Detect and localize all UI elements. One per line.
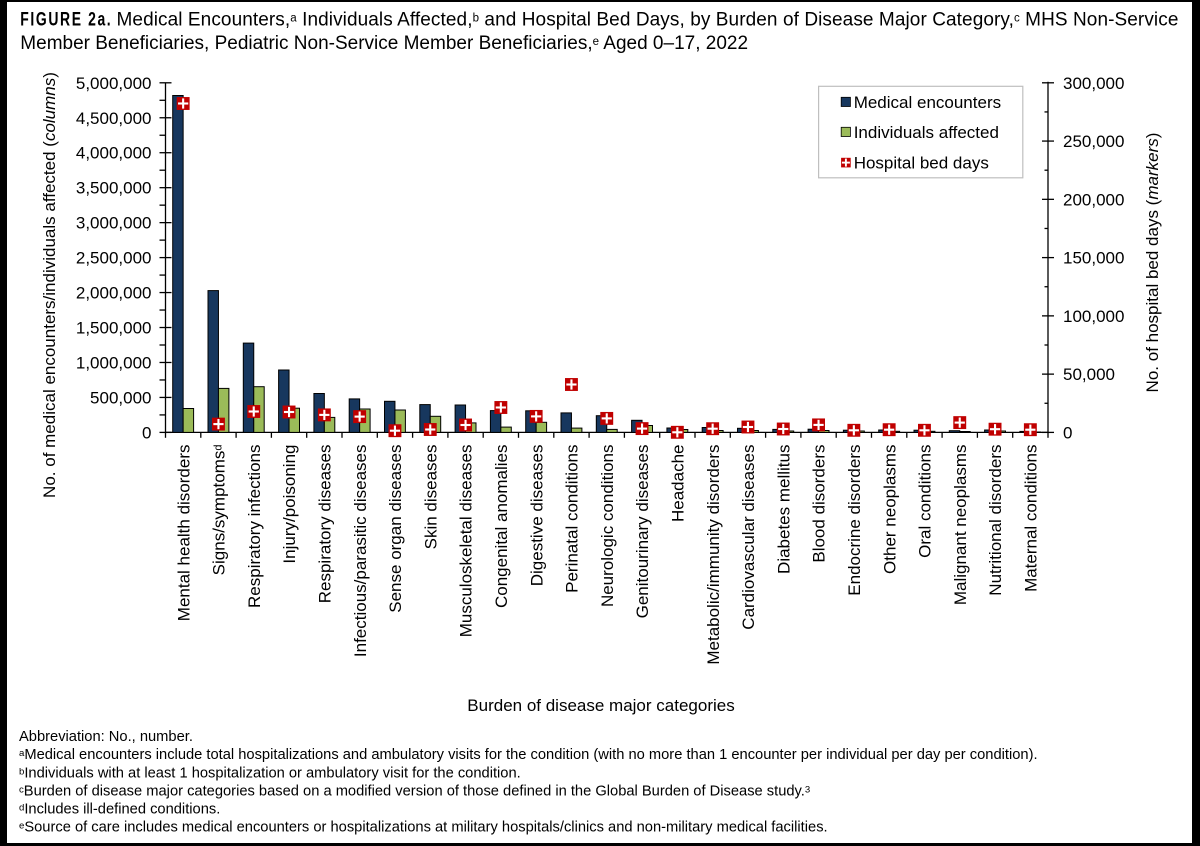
svg-text:Headache: Headache (668, 445, 687, 523)
svg-text:Medical Encounters,a Individua: Medical Encounters,a Individuals Affecte… (117, 9, 1179, 30)
svg-text:aMedical encounters include to: aMedical encounters include total hospit… (19, 747, 1038, 763)
svg-text:No. of medical encounters/indi: No. of medical encounters/individuals af… (40, 72, 59, 498)
svg-text:Maternal conditions: Maternal conditions (1021, 445, 1040, 592)
svg-text:1,500,000: 1,500,000 (76, 319, 152, 338)
svg-text:2,000,000: 2,000,000 (76, 284, 152, 303)
svg-text:Injury/poisoning: Injury/poisoning (280, 445, 299, 564)
svg-text:Mental health disorders: Mental health disorders (174, 445, 193, 622)
svg-text:Musculoskeletal diseases: Musculoskeletal diseases (457, 445, 476, 638)
svg-text:Other neoplasms: Other neoplasms (880, 445, 899, 574)
svg-text:300,000: 300,000 (1063, 74, 1124, 93)
svg-text:Nutritional disorders: Nutritional disorders (986, 445, 1005, 596)
svg-text:Perinatal conditions: Perinatal conditions (563, 445, 582, 593)
svg-text:Neurologic conditions: Neurologic conditions (598, 445, 617, 608)
svg-text:Endocrine disorders: Endocrine disorders (845, 445, 864, 596)
svg-text:Sense organ diseases: Sense organ diseases (386, 445, 405, 613)
svg-text:Genitourinary diseases: Genitourinary diseases (633, 445, 652, 619)
svg-text:Respiratory diseases: Respiratory diseases (315, 445, 334, 604)
svg-text:Malignant neoplasms: Malignant neoplasms (951, 445, 970, 606)
svg-text:3,500,000: 3,500,000 (76, 179, 152, 198)
svg-text:Skin diseases: Skin diseases (421, 444, 440, 549)
svg-text:Respiratory infections: Respiratory infections (245, 445, 264, 608)
svg-text:Digestive diseases: Digestive diseases (527, 445, 546, 587)
svg-text:Cardiovascular diseases: Cardiovascular diseases (739, 445, 758, 630)
svg-text:0: 0 (1063, 423, 1072, 442)
svg-text:Oral conditions: Oral conditions (916, 445, 935, 558)
svg-text:Congenital anomalies: Congenital anomalies (492, 445, 511, 609)
svg-text:0: 0 (142, 423, 151, 442)
svg-text:150,000: 150,000 (1063, 249, 1124, 268)
svg-text:FIGURE 2a.: FIGURE 2a. (20, 9, 112, 30)
svg-text:200,000: 200,000 (1063, 190, 1124, 209)
svg-text:Signs/symptomsd: Signs/symptomsd (210, 445, 229, 576)
svg-text:eSource of care includes medic: eSource of care includes medical encount… (19, 820, 828, 836)
svg-text:Individuals affected: Individuals affected (854, 123, 999, 142)
svg-text:Medical encounters: Medical encounters (854, 93, 1001, 112)
svg-text:Hospital bed days: Hospital bed days (854, 154, 989, 173)
svg-text:250,000: 250,000 (1063, 132, 1124, 151)
svg-text:4,000,000: 4,000,000 (76, 144, 152, 163)
svg-text:Metabolic/immunity disorders: Metabolic/immunity disorders (704, 445, 723, 665)
svg-text:Diabetes mellitus: Diabetes mellitus (774, 445, 793, 574)
svg-text:Member Beneficiaries, Pediatri: Member Beneficiaries, Pediatric Non-Serv… (20, 33, 748, 54)
svg-text:No. of hospital bed days (mark: No. of hospital bed days (markers) (1143, 133, 1162, 393)
svg-text:Burden of disease major catego: Burden of disease major categories (467, 696, 734, 715)
svg-text:4,500,000: 4,500,000 (76, 109, 152, 128)
svg-text:dIncludes ill-defined conditio: dIncludes ill-defined conditions. (19, 802, 220, 818)
svg-text:Blood disorders: Blood disorders (810, 445, 829, 563)
svg-text:100,000: 100,000 (1063, 307, 1124, 326)
svg-text:bIndividuals with at least 1 h: bIndividuals with at least 1 hospitaliza… (19, 765, 521, 781)
svg-text:1,000,000: 1,000,000 (76, 353, 152, 372)
svg-text:5,000,000: 5,000,000 (76, 74, 152, 93)
svg-text:Infectious/parasitic diseases: Infectious/parasitic diseases (351, 445, 370, 658)
svg-text:50,000: 50,000 (1063, 365, 1115, 384)
svg-text:500,000: 500,000 (90, 388, 151, 407)
svg-text:cBurden of disease major categ: cBurden of disease major categories base… (19, 783, 810, 799)
svg-text:2,500,000: 2,500,000 (76, 249, 152, 268)
svg-text:3,000,000: 3,000,000 (76, 214, 152, 233)
svg-text:Abbreviation: No., number.: Abbreviation: No., number. (19, 729, 193, 745)
